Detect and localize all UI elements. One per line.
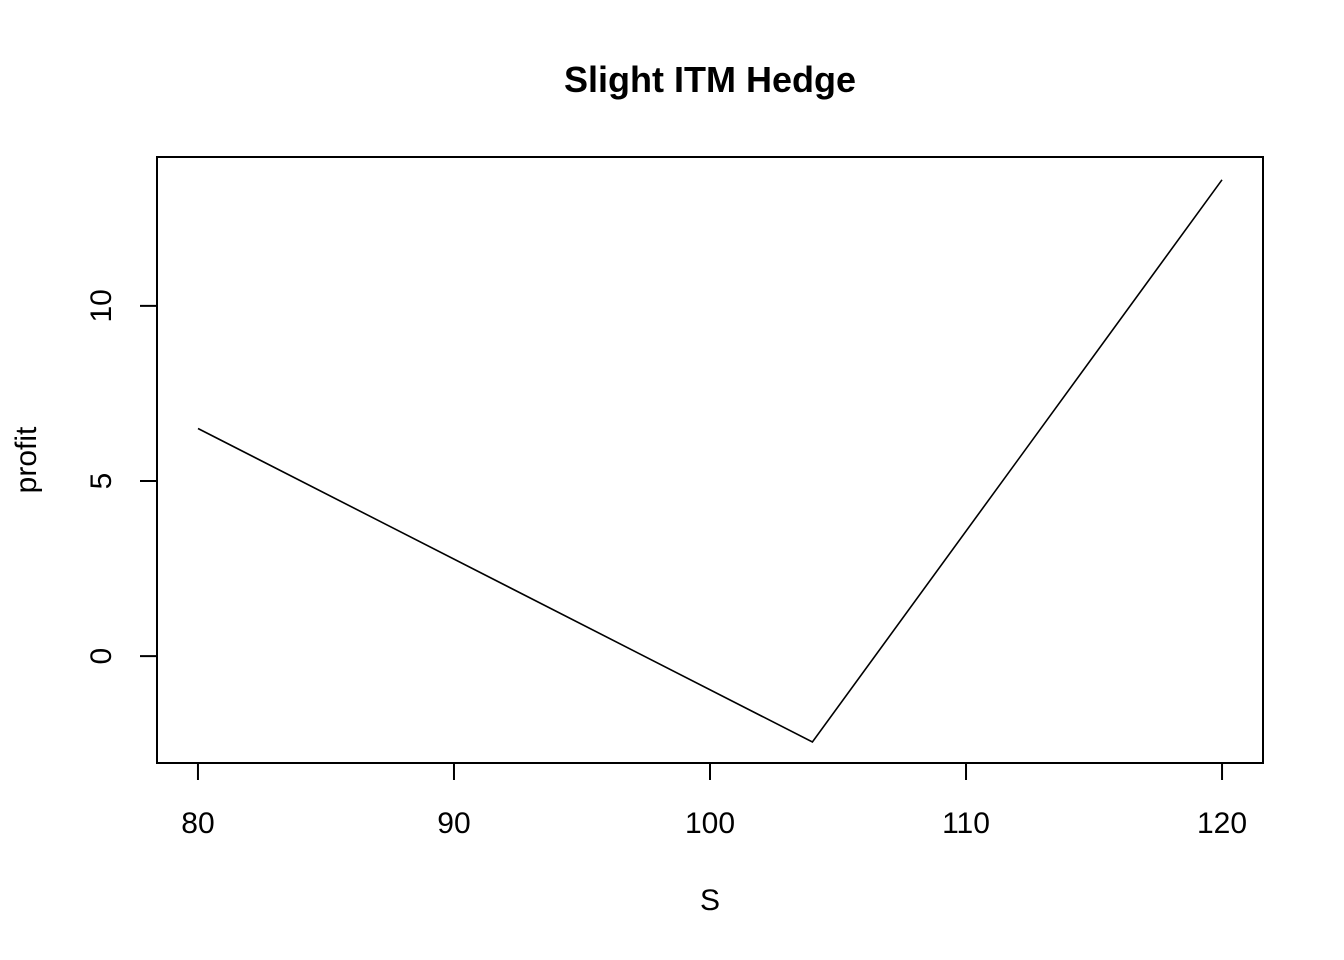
y-axis-label: profit xyxy=(10,426,43,493)
x-tick-label: 80 xyxy=(181,807,214,840)
y-axis: 0 5 10 xyxy=(85,289,157,665)
y-tick-label: 10 xyxy=(85,289,118,322)
x-tick-label: 110 xyxy=(942,807,990,840)
y-tick-label: 5 xyxy=(85,473,118,490)
plot-frame xyxy=(156,156,1264,764)
chart-title: Slight ITM Hedge xyxy=(564,59,856,100)
x-tick-label: 90 xyxy=(437,807,470,840)
x-axis: 80 90 100 110 120 xyxy=(181,763,1247,840)
y-tick-label: 0 xyxy=(85,648,118,665)
x-axis-label: S xyxy=(700,884,720,917)
x-tick-label: 100 xyxy=(685,807,735,840)
x-tick-label: 120 xyxy=(1197,807,1247,840)
series-line xyxy=(197,179,1223,744)
